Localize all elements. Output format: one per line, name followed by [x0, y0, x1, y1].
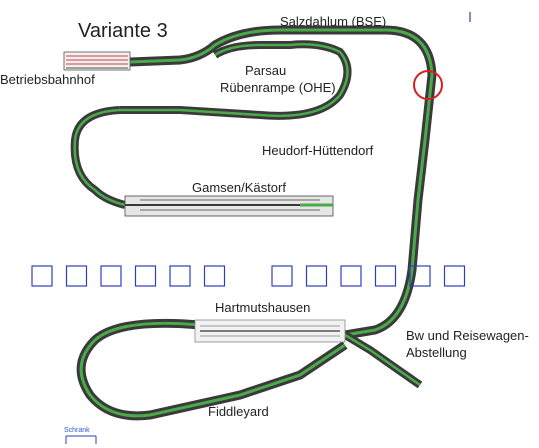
right-box-6	[443, 265, 466, 287]
gamsen-station	[124, 195, 334, 217]
right-box-1	[271, 265, 293, 287]
betriebsbahnhof-sidings	[63, 51, 131, 71]
left-box-3	[100, 265, 122, 287]
label-heudorf: Heudorf-Hüttendorf	[262, 143, 374, 158]
left-box-4	[134, 265, 157, 287]
hartmutshausen-station	[194, 319, 346, 343]
label-schrank: Schrank	[64, 427, 90, 434]
upper-track-inner-green	[129, 28, 434, 337]
label-betriebsbahnhof: Betriebsbahnhof	[0, 72, 95, 87]
left-box-6	[203, 265, 226, 287]
label-hartmutshausen: Hartmutshausen	[215, 300, 311, 315]
diagram-title: Variante 3	[78, 20, 168, 42]
bw-branch-green	[344, 333, 421, 387]
right-box-5	[409, 265, 431, 287]
right-box-2	[305, 265, 328, 287]
label-ruebenrampe: Rübenrampe (OHE)	[220, 80, 336, 95]
label-gamsen: Gamsen/Kästorf	[192, 180, 286, 195]
right-box-3	[340, 265, 362, 287]
right-box-4	[374, 265, 397, 287]
label-salzdahlum: Salzdahlum (BSE)	[280, 14, 387, 29]
upper-track-loop	[70, 25, 437, 340]
upper-track-inner-loop-green	[120, 43, 349, 118]
label-parsau: Parsau	[245, 63, 287, 78]
left-box-1	[31, 265, 53, 287]
left-helix-green	[73, 108, 126, 207]
left-box-5	[169, 265, 191, 287]
lower-track-outer-green	[79, 321, 346, 418]
blue-boxes-row	[31, 265, 466, 287]
left-box-2	[65, 265, 88, 287]
schrank-marker	[65, 435, 97, 444]
lower-track-loop	[76, 318, 423, 421]
marker-circle	[413, 70, 443, 100]
label-bw-line2: Abstellung	[406, 345, 467, 360]
label-fiddleyard: Fiddleyard	[208, 404, 269, 419]
label-bw-line1: Bw und Reisewagen-	[406, 328, 529, 343]
